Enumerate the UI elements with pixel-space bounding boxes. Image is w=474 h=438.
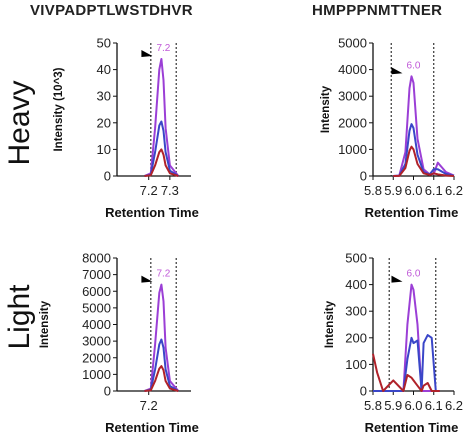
trace-red <box>144 365 179 392</box>
trace-red <box>372 353 440 392</box>
trace-red <box>144 148 179 177</box>
x-axis-label: Retention Time <box>105 205 199 220</box>
x-tick-label: 6.2 <box>445 398 463 413</box>
trace-blue <box>144 338 179 392</box>
y-tick-label: 400 <box>345 277 367 292</box>
y-tick-label: 0 <box>104 384 111 399</box>
y-tick-label: 100 <box>345 357 367 372</box>
x-tick-label: 6.0 <box>404 183 422 198</box>
column-title-peptide-1: VIVPADPTLWSTDHVR <box>30 2 193 19</box>
x-tick-label: 5.9 <box>384 398 402 413</box>
y-tick-label: 20 <box>97 115 111 130</box>
y-axis-label: Intensity <box>39 300 51 348</box>
peak-arrow-icon <box>391 275 403 283</box>
peak-arrow-icon <box>141 275 153 283</box>
x-tick-label: 6.1 <box>425 398 443 413</box>
x-tick-label: 6.1 <box>425 183 443 198</box>
y-tick-label: 5000 <box>338 36 367 51</box>
y-tick-label: 3000 <box>82 334 111 349</box>
trace-blue <box>144 120 179 177</box>
y-tick-label: 4000 <box>82 317 111 332</box>
peak-rt-label: 6.0 <box>407 269 421 280</box>
x-axis-label: Retention Time <box>365 420 459 435</box>
x-tick-label: 7.2 <box>140 398 158 413</box>
y-tick-label: 0 <box>360 169 367 184</box>
y-tick-label: 0 <box>104 169 111 184</box>
y-tick-label: 1000 <box>338 142 367 157</box>
y-tick-label: 200 <box>345 330 367 345</box>
y-tick-label: 6000 <box>82 284 111 299</box>
y-axis-label: Intensity <box>324 300 336 348</box>
y-tick-label: 2000 <box>82 350 111 365</box>
trace-blue <box>373 334 440 392</box>
x-tick-label: 5.8 <box>364 183 382 198</box>
peak-arrow-icon <box>141 49 153 57</box>
y-tick-label: 10 <box>97 142 111 157</box>
x-axis-label: Retention Time <box>365 205 459 220</box>
y-tick-label: 1000 <box>82 367 111 382</box>
trace-purple <box>144 283 180 392</box>
y-tick-label: 30 <box>97 89 111 104</box>
x-tick-label: 7.2 <box>140 183 158 198</box>
x-tick-label: 5.9 <box>384 183 402 198</box>
y-tick-label: 0 <box>360 384 367 399</box>
x-tick-label: 6.2 <box>445 183 463 198</box>
peak-rt-label: 7.2 <box>156 269 170 280</box>
y-tick-label: 300 <box>345 304 367 319</box>
x-tick-label: 5.8 <box>364 398 382 413</box>
column-title-peptide-2: HMPPPNMTTNER <box>312 2 443 19</box>
x-tick-label: 6.0 <box>404 398 422 413</box>
y-tick-label: 50 <box>97 36 111 51</box>
y-tick-label: 5000 <box>82 300 111 315</box>
y-tick-label: 40 <box>97 62 111 77</box>
trace-purple <box>393 75 455 177</box>
peak-rt-label: 7.2 <box>156 43 170 54</box>
peak-arrow-icon <box>391 67 403 75</box>
y-tick-label: 2000 <box>338 115 367 130</box>
y-axis-label: Intensity (10^3) <box>53 67 65 151</box>
trace-red <box>393 145 455 177</box>
y-tick-label: 3000 <box>338 89 367 104</box>
y-tick-label: 8000 <box>82 251 111 266</box>
trace-purple <box>144 58 180 177</box>
y-tick-label: 7000 <box>82 267 111 282</box>
y-axis-label: Intensity <box>320 85 332 133</box>
peak-rt-label: 6.0 <box>407 60 421 71</box>
y-tick-label: 4000 <box>338 62 367 77</box>
y-tick-label: 500 <box>345 251 367 266</box>
x-axis-label: Retention Time <box>105 420 199 435</box>
x-tick-label: 7.3 <box>161 183 179 198</box>
